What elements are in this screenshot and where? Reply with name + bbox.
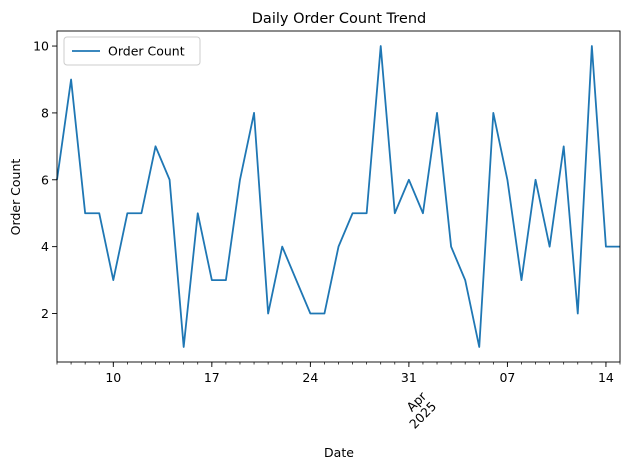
y-tick-label: 4	[41, 239, 49, 254]
y-tick-label: 8	[41, 105, 49, 120]
x-axis-label: Date	[324, 445, 354, 460]
y-axis: 2 4 6 8 10	[33, 39, 57, 321]
y-axis-label: Order Count	[8, 159, 23, 236]
plot-frame	[56, 30, 621, 363]
x-tick-label: 10	[105, 370, 121, 385]
legend-label: Order Count	[108, 44, 185, 59]
legend: Order Count	[63, 36, 201, 66]
x-tick-label: 07	[499, 370, 515, 385]
chart-title: Daily Order Count Trend	[252, 11, 426, 27]
x-tick-label: 31	[401, 370, 417, 385]
plot-area	[56, 30, 621, 363]
series-line	[56, 45, 620, 348]
y-tick-label: 10	[33, 39, 49, 54]
x-tick-label: 24	[302, 370, 318, 385]
x-tick-label: 14	[598, 370, 614, 385]
legend-box	[63, 36, 201, 66]
y-tick-label: 6	[41, 172, 49, 187]
y-tick-label: 2	[41, 306, 49, 321]
x-tick-label: 17	[204, 370, 220, 385]
